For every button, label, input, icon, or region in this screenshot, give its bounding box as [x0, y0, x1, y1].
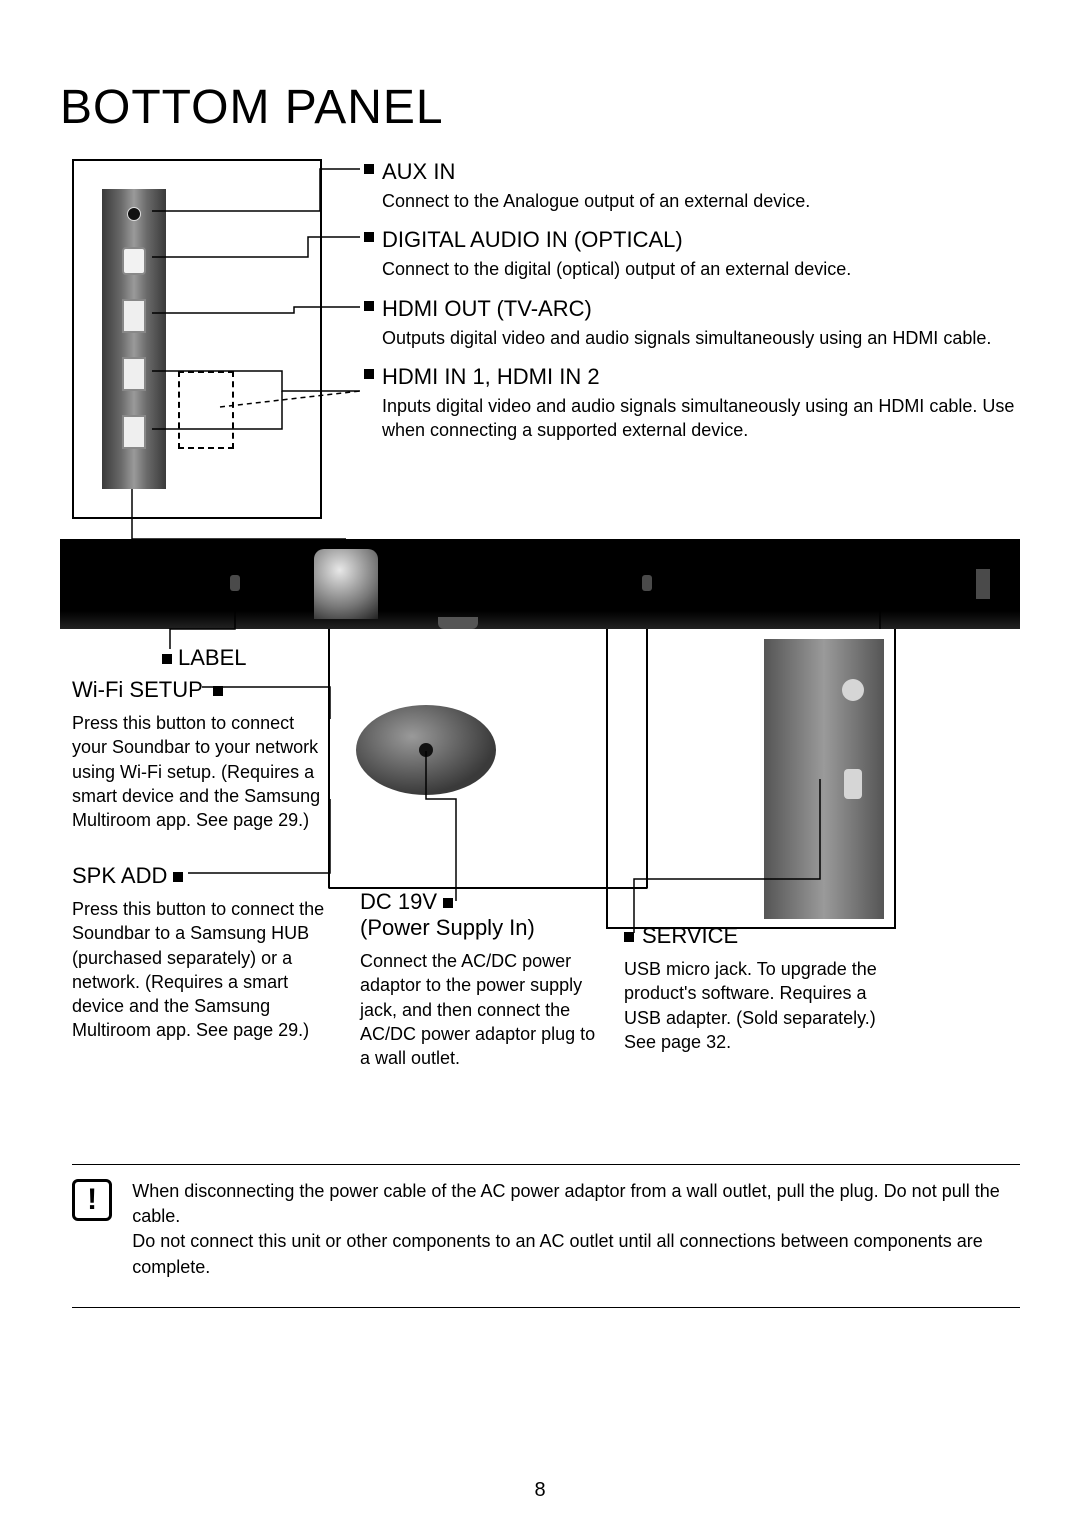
caution-icon: !	[72, 1179, 112, 1221]
callout-desc: Press this button to connect your Soundb…	[72, 711, 322, 832]
page-number: 8	[0, 1479, 1080, 1502]
caution-note: ! When disconnecting the power cable of …	[72, 1179, 1020, 1280]
top-detail-box	[72, 159, 322, 519]
hdmi-in2-port-icon	[122, 415, 146, 449]
top-callouts: AUX IN Connect to the Analogue output of…	[364, 159, 1020, 456]
soundbar-graphic	[60, 539, 1020, 629]
callout-optical: DIGITAL AUDIO IN (OPTICAL) Connect to th…	[364, 227, 1020, 281]
callout-heading: Wi-Fi SETUP	[72, 677, 203, 702]
bottom-detail-box-2	[606, 629, 896, 929]
side-panel-graphic	[764, 639, 884, 919]
callout-desc: Connect the AC/DC power adaptor to the p…	[360, 949, 600, 1070]
callout-label: LABEL	[156, 645, 247, 671]
callout-desc: Outputs digital video and audio signals …	[382, 326, 1020, 350]
callout-desc: Inputs digital video and audio signals s…	[382, 394, 1020, 443]
divider	[72, 1307, 1020, 1308]
divider	[72, 1164, 1020, 1165]
callout-heading: DIGITAL AUDIO IN (OPTICAL)	[382, 227, 1020, 253]
callout-heading: SPK ADD	[72, 863, 167, 888]
page-title: BOTTOM PANEL	[60, 80, 1020, 135]
callout-heading: HDMI OUT (TV-ARC)	[382, 296, 1020, 322]
power-jack-graphic	[356, 705, 496, 795]
callout-heading: AUX IN	[382, 159, 1020, 185]
callout-aux: AUX IN Connect to the Analogue output of…	[364, 159, 1020, 213]
callout-desc: Press this button to connect the Soundba…	[72, 897, 332, 1043]
callout-hdmi-out: HDMI OUT (TV-ARC) Outputs digital video …	[364, 296, 1020, 350]
callout-desc: Connect to the Analogue output of an ext…	[382, 189, 1020, 213]
hdmi-in1-port-icon	[122, 357, 146, 391]
callout-hdmi-in: HDMI IN 1, HDMI IN 2 Inputs digital vide…	[364, 364, 1020, 443]
callout-dc: DC 19V (Power Supply In) Connect the AC/…	[360, 889, 600, 1070]
hdmi-zoom-dashed	[178, 371, 234, 449]
callout-heading: LABEL	[178, 645, 247, 670]
callout-spk: SPK ADD Press this button to connect the…	[72, 863, 332, 1043]
callout-heading: SERVICE	[642, 923, 738, 948]
diagram: AUX IN Connect to the Analogue output of…	[60, 159, 1020, 1179]
callout-desc: Connect to the digital (optical) output …	[382, 257, 1020, 281]
callout-heading: HDMI IN 1, HDMI IN 2	[382, 364, 1020, 390]
hdmi-out-port-icon	[122, 299, 146, 333]
callout-desc: USB micro jack. To upgrade the product's…	[624, 957, 894, 1054]
port-column	[102, 189, 166, 489]
callout-heading: DC 19V	[360, 889, 437, 914]
optical-port-icon	[122, 247, 146, 275]
callout-service: SERVICE USB micro jack. To upgrade the p…	[624, 923, 894, 1054]
callout-wifi: Wi-Fi SETUP Press this button to connect…	[72, 677, 322, 832]
aux-port-icon	[127, 207, 141, 221]
note-line: When disconnecting the power cable of th…	[132, 1179, 1020, 1229]
callout-sub: (Power Supply In)	[360, 915, 600, 941]
note-line: Do not connect this unit or other compon…	[132, 1229, 1020, 1279]
